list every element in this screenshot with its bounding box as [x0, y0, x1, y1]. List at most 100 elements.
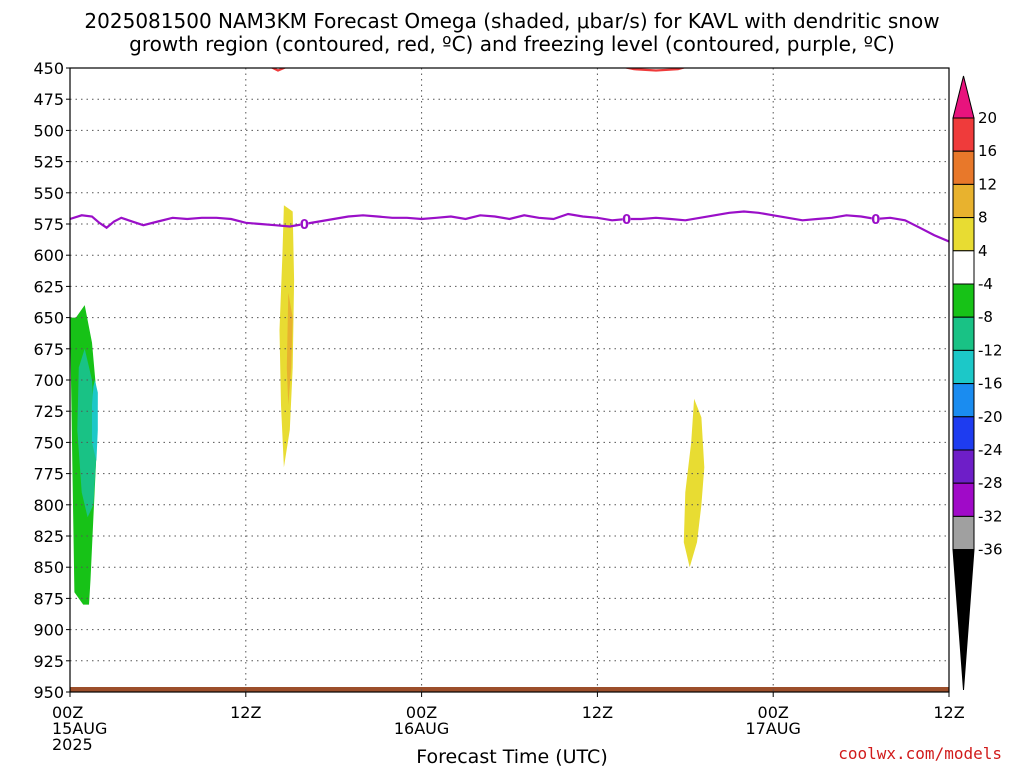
x-tick-label-2-1: 16AUG [394, 719, 449, 738]
omega-region-5 [156, 386, 163, 524]
colorbar-bottom-arrow [952, 549, 975, 691]
colorbar-label-9: -20 [978, 408, 1003, 426]
y-tick-label-9: 675 [33, 340, 64, 359]
omega-region-12 [279, 205, 295, 468]
y-tick-label-11: 725 [33, 402, 64, 421]
colorbar-label-7: -12 [978, 341, 1003, 359]
freezing-label-bg-2 [871, 212, 880, 226]
x-tick-label-0-2: 2025 [52, 735, 93, 754]
omega-region-11 [663, 610, 671, 633]
freezing-level-label-2: 0 [871, 213, 880, 228]
colorbar-label-0: 20 [978, 109, 997, 127]
colorbar-top-arrow [952, 75, 975, 119]
colorbar-box-4 [952, 217, 975, 252]
colorbar-label-11: -28 [978, 474, 1003, 492]
omega-region-6 [506, 124, 513, 380]
x-tick-label-4-0: 00Z [758, 703, 789, 722]
colorbar-label-2: 12 [978, 175, 997, 193]
y-tick-label-19: 925 [33, 652, 64, 671]
y-tick-label-12: 750 [33, 433, 64, 452]
omega-region-7 [670, 280, 708, 636]
omega-region-4 [118, 298, 132, 518]
omega-region-14 [286, 292, 293, 405]
omega-region-25 [92, 380, 98, 462]
colorbar-label-13: -36 [978, 541, 1003, 559]
omega-fill-layer [70, 68, 792, 692]
y-tick-label-13: 775 [33, 465, 64, 484]
colorbar-label-10: -24 [978, 441, 1003, 459]
omega-region-15 [109, 68, 126, 256]
omega-region-24 [77, 348, 97, 518]
y-tick-label-7: 625 [33, 277, 64, 296]
colorbar-label-4: 4 [978, 242, 988, 260]
dgz-contour-0 [270, 68, 287, 72]
colorbar-label-3: 8 [978, 209, 988, 227]
x-tick-label-2-0: 00Z [406, 703, 437, 722]
colorbar-box-3 [952, 183, 975, 219]
x-tick-label-5-0: 12Z [933, 703, 964, 722]
freezing-label-bg-0 [300, 217, 309, 230]
y-tick-label-15: 825 [33, 527, 64, 546]
colorbar-box-5 [952, 250, 975, 285]
x-tick-label-4-1: 17AUG [745, 719, 800, 738]
colorbar-label-12: -32 [978, 507, 1003, 525]
freezing-level-line [70, 210, 949, 243]
omega-region-9 [745, 386, 752, 493]
y-tick-label-8: 650 [33, 309, 64, 328]
y-tick-label-18: 900 [33, 621, 64, 640]
omega-region-18 [160, 109, 182, 187]
colorbar-box-12 [952, 482, 975, 517]
y-tick-label-17: 875 [33, 589, 64, 608]
omega-region-19 [316, 220, 328, 555]
y-tick-label-5: 575 [33, 215, 64, 234]
y-axis: 450 475 500 525 550 575 600 625 650 675 700 725 750 7… [33, 59, 70, 702]
freezing-label-bg-1 [622, 212, 631, 226]
omega-region-3 [327, 280, 353, 586]
colorbar-box-9 [952, 383, 975, 418]
colorbar-box-1 [952, 117, 975, 152]
colorbar-box-7 [952, 316, 975, 351]
omega-region-13 [683, 398, 705, 568]
y-tick-label-16: 850 [33, 558, 64, 577]
colorbar: 20 16 12 8 4 -4 -8 -12 -16 -20 -24 -28 -32 -36 [952, 75, 1003, 691]
colorbar-box-6 [952, 283, 975, 318]
x-axis-title: Forecast Time (UTC) [416, 746, 608, 768]
colorbar-box-2 [952, 150, 975, 185]
grid-layer [70, 68, 949, 692]
x-tick-label-1-0: 12Z [230, 703, 261, 722]
colorbar-box-10 [952, 416, 975, 451]
y-tick-label-0: 450 [33, 59, 64, 78]
omega-region-17 [86, 149, 95, 231]
y-tick-label-4: 550 [33, 184, 64, 203]
y-tick-label-10: 700 [33, 371, 64, 390]
dgz-contour-1 [622, 68, 687, 72]
colorbar-label-5: -4 [978, 275, 993, 293]
omega-region-22 [787, 68, 792, 156]
x-tick-label-0-1: 15AUG [52, 719, 107, 738]
y-tick-label-6: 600 [33, 246, 64, 265]
colorbar-label-1: 16 [978, 142, 997, 160]
colorbar-label-8: -16 [978, 375, 1003, 393]
colorbar-box-11 [952, 449, 975, 484]
x-tick-label-3-0: 12Z [582, 703, 613, 722]
omega-region-8 [745, 242, 752, 355]
x-tick-label-0-0: 00Z [52, 703, 83, 722]
omega-region-10 [298, 614, 305, 633]
freezing-level-label-0: 0 [300, 218, 309, 233]
chart-title-line-2: growth region (contoured, red, ºC) and f… [129, 32, 895, 56]
colorbar-box-8 [952, 349, 975, 385]
terrain-fill [70, 687, 949, 692]
y-tick-label-2: 500 [33, 121, 64, 140]
omega-region-20 [408, 635, 416, 667]
omega-region-21 [726, 533, 750, 643]
terrain-layer [70, 687, 949, 692]
y-tick-label-1: 475 [33, 90, 64, 109]
colorbar-box-13 [952, 515, 975, 551]
y-tick-label-14: 800 [33, 496, 64, 515]
contour-layer: 0 0 0 [70, 68, 949, 243]
credit-link[interactable]: coolwx.com/models [838, 744, 1002, 763]
chart-title-line-1: 2025081500 NAM3KM Forecast Omega (shaded… [84, 9, 940, 33]
freezing-level-label-1: 0 [622, 213, 631, 228]
